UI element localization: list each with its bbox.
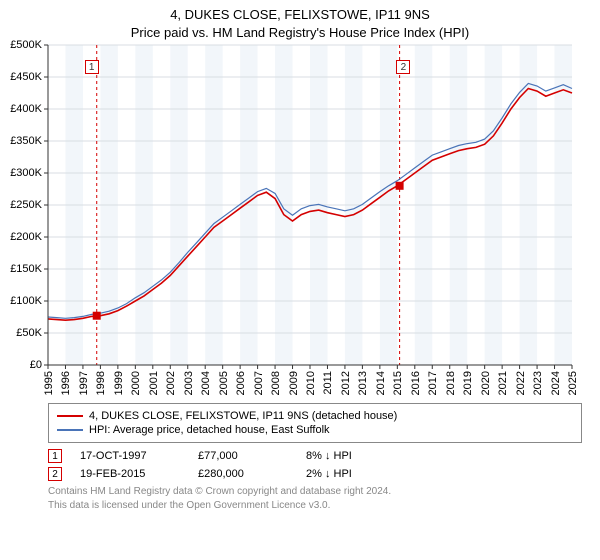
- x-tick-label: 1999: [111, 365, 125, 395]
- y-tick-label: £100K: [10, 295, 48, 307]
- footnote-line1: Contains HM Land Registry data © Crown c…: [48, 485, 582, 499]
- legend-label: HPI: Average price, detached house, East…: [89, 424, 330, 436]
- y-tick-label: £200K: [10, 231, 48, 243]
- x-tick-label: 2003: [181, 365, 195, 395]
- y-tick-label: £350K: [10, 135, 48, 147]
- x-tick-label: 2024: [548, 365, 562, 395]
- sale-marker-badge: 2: [396, 60, 410, 74]
- x-tick-label: 2022: [513, 365, 527, 395]
- price-chart: £0£50K£100K£150K£200K£250K£300K£350K£400…: [48, 45, 572, 365]
- x-tick-label: 2002: [163, 365, 177, 395]
- x-tick-label: 2021: [495, 365, 509, 395]
- legend-item: HPI: Average price, detached house, East…: [57, 424, 573, 436]
- chart-title: 4, DUKES CLOSE, FELIXSTOWE, IP11 9NS Pri…: [0, 0, 600, 41]
- x-tick-label: 2010: [303, 365, 317, 395]
- x-tick-label: 1998: [93, 365, 107, 395]
- sale-date: 17-OCT-1997: [80, 450, 180, 462]
- x-tick-label: 2006: [233, 365, 247, 395]
- x-tick-label: 2007: [251, 365, 265, 395]
- x-tick-label: 2023: [530, 365, 544, 395]
- footnote-line2: This data is licensed under the Open Gov…: [48, 499, 582, 513]
- sale-marker-badge: 1: [85, 60, 99, 74]
- x-tick-label: 2017: [425, 365, 439, 395]
- x-tick-label: 1995: [41, 365, 55, 395]
- y-tick-label: £250K: [10, 199, 48, 211]
- sale-price: £77,000: [198, 450, 288, 462]
- sale-date: 19-FEB-2015: [80, 468, 180, 480]
- x-tick-label: 2000: [128, 365, 142, 395]
- y-tick-label: £400K: [10, 103, 48, 115]
- x-tick-label: 1996: [58, 365, 72, 395]
- title-line1: 4, DUKES CLOSE, FELIXSTOWE, IP11 9NS: [0, 6, 600, 24]
- x-tick-label: 1997: [76, 365, 90, 395]
- legend-item: 4, DUKES CLOSE, FELIXSTOWE, IP11 9NS (de…: [57, 410, 573, 422]
- sale-row: 2 19-FEB-2015 £280,000 2% ↓ HPI: [48, 467, 582, 481]
- y-tick-label: £300K: [10, 167, 48, 179]
- y-tick-label: £450K: [10, 71, 48, 83]
- x-tick-label: 2020: [478, 365, 492, 395]
- x-tick-label: 2001: [146, 365, 160, 395]
- y-tick-label: £50K: [16, 327, 48, 339]
- x-tick-label: 2008: [268, 365, 282, 395]
- x-tick-label: 2004: [198, 365, 212, 395]
- sale-row-badge: 2: [48, 467, 62, 481]
- footnote: Contains HM Land Registry data © Crown c…: [48, 485, 582, 512]
- sale-row: 1 17-OCT-1997 £77,000 8% ↓ HPI: [48, 449, 582, 463]
- x-tick-label: 2005: [216, 365, 230, 395]
- x-tick-label: 2012: [338, 365, 352, 395]
- title-line2: Price paid vs. HM Land Registry's House …: [0, 24, 600, 42]
- x-tick-label: 2011: [320, 365, 334, 395]
- sale-row-badge: 1: [48, 449, 62, 463]
- legend-swatch: [57, 429, 83, 431]
- y-tick-label: £500K: [10, 39, 48, 51]
- x-tick-label: 2014: [373, 365, 387, 395]
- x-tick-label: 2015: [390, 365, 404, 395]
- x-tick-label: 2025: [565, 365, 579, 395]
- x-tick-label: 2009: [286, 365, 300, 395]
- y-tick-label: £150K: [10, 263, 48, 275]
- x-tick-label: 2013: [355, 365, 369, 395]
- x-tick-label: 2019: [460, 365, 474, 395]
- x-tick-label: 2016: [408, 365, 422, 395]
- x-tick-label: 2018: [443, 365, 457, 395]
- legend-swatch: [57, 415, 83, 417]
- legend-box: 4, DUKES CLOSE, FELIXSTOWE, IP11 9NS (de…: [48, 403, 582, 443]
- sales-table: 1 17-OCT-1997 £77,000 8% ↓ HPI 2 19-FEB-2015 £…: [48, 449, 582, 481]
- sale-price: £280,000: [198, 468, 288, 480]
- legend-label: 4, DUKES CLOSE, FELIXSTOWE, IP11 9NS (de…: [89, 410, 397, 422]
- sale-delta: 2% ↓ HPI: [306, 468, 396, 480]
- sale-delta: 8% ↓ HPI: [306, 450, 396, 462]
